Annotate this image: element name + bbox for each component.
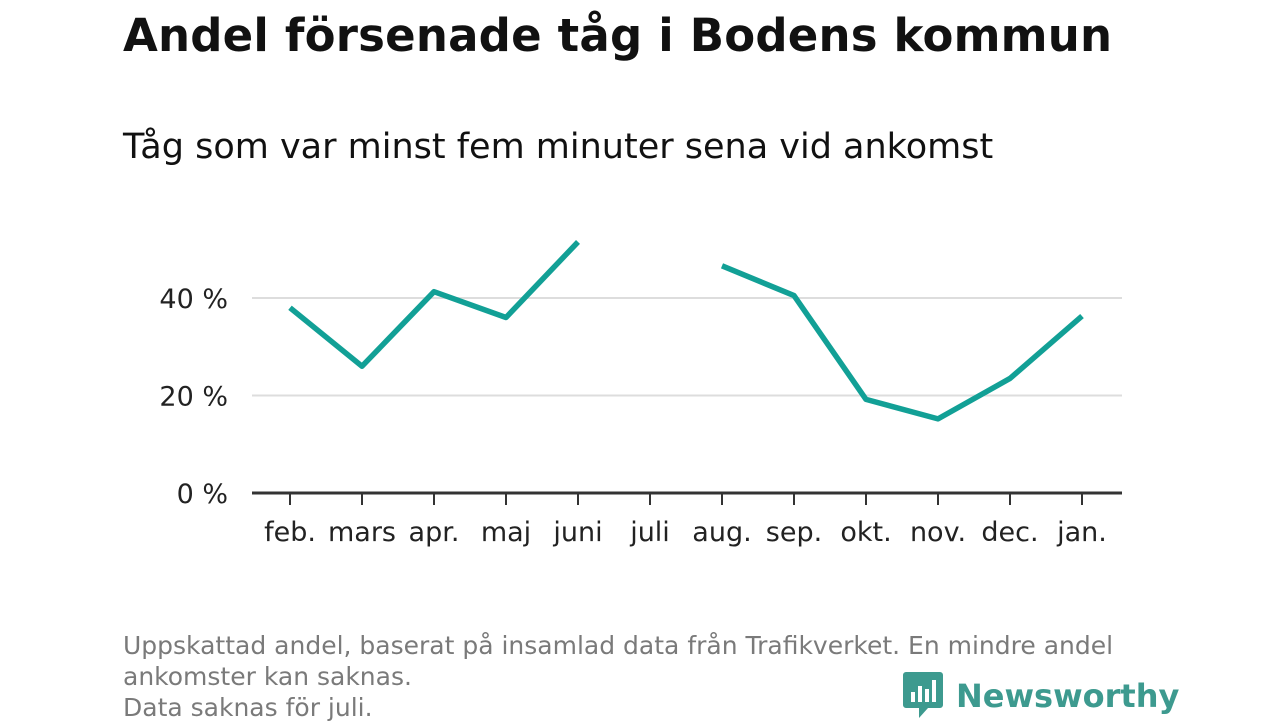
x-axis-ticks: feb. mars apr. maj juni juli aug. sep. okt. nov. d… xyxy=(264,493,1107,548)
x-tick-label: okt. xyxy=(840,517,891,548)
series-line-segment xyxy=(288,240,580,369)
chart-title: Andel försenade tåg i Bodens kommun xyxy=(123,9,1113,62)
x-tick-label: dec. xyxy=(981,517,1038,548)
x-tick-label: nov. xyxy=(910,517,966,548)
x-tick-label: maj xyxy=(481,517,531,548)
footnote-line-3: Data saknas för juli. xyxy=(123,693,373,722)
chart-subtitle: Tåg som var minst fem minuter sena vid a… xyxy=(123,127,994,167)
brand-name: Newsworthy xyxy=(956,677,1180,715)
y-tick-label: 0 % xyxy=(177,479,228,510)
brand-logo: Newsworthy xyxy=(902,668,1179,724)
x-tick-label: juli xyxy=(629,517,670,548)
x-tick-label: mars xyxy=(328,517,396,548)
x-tick-label: apr. xyxy=(409,517,460,548)
x-tick-label: feb. xyxy=(264,517,316,548)
series-line-segment xyxy=(720,263,1084,422)
x-tick-label: jan. xyxy=(1056,517,1107,548)
footnote-line-2: ankomster kan saknas. xyxy=(123,662,412,691)
series-lines xyxy=(288,240,1084,422)
x-tick-label: aug. xyxy=(692,517,751,548)
x-tick-label: sep. xyxy=(766,517,822,548)
footnote-line-1: Uppskattad andel, baserat på insamlad da… xyxy=(123,631,1114,660)
y-tick-label: 20 % xyxy=(159,382,228,413)
footnote: Uppskattad andel, baserat på insamlad da… xyxy=(123,630,1163,723)
x-tick-label: juni xyxy=(552,517,602,548)
y-axis-ticks: 0 % 20 % 40 % xyxy=(159,284,228,510)
line-chart: 0 % 20 % 40 % feb. mars apr. maj juni juli aug. s… xyxy=(159,240,1122,548)
bar-chart-speech-bubble-icon xyxy=(902,668,944,724)
y-tick-label: 40 % xyxy=(159,284,228,315)
